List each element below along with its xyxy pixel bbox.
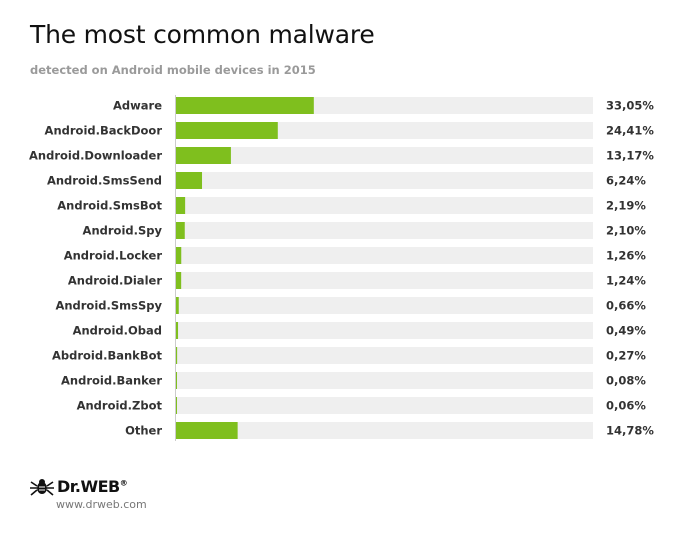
category-label: Android.Banker: [61, 374, 162, 388]
bar: [176, 97, 314, 114]
bar: [176, 422, 238, 439]
value-label: 33,05%: [606, 99, 654, 113]
value-label: 0,27%: [606, 349, 646, 363]
category-label: Abdroid.BankBot: [52, 349, 163, 363]
bar: [176, 372, 177, 389]
value-label: 0,49%: [606, 324, 646, 338]
bar: [176, 272, 182, 289]
bar: [176, 247, 182, 264]
value-label: 2,10%: [606, 224, 646, 238]
bar: [176, 172, 203, 189]
bar: [176, 122, 278, 139]
chart-title: The most common malware: [30, 20, 375, 49]
bar-track: [176, 247, 593, 264]
bar-track: [176, 297, 593, 314]
category-label: Android.Spy: [83, 224, 163, 238]
bar: [176, 222, 185, 239]
website-url[interactable]: www.drweb.com: [56, 498, 147, 511]
category-label: Android.Obad: [73, 324, 162, 338]
bar: [176, 397, 177, 414]
bar-track: [176, 372, 593, 389]
value-label: 1,26%: [606, 249, 646, 263]
bar-track: [176, 322, 593, 339]
bar-track: [176, 122, 593, 139]
value-label: 14,78%: [606, 424, 654, 438]
bar-track: [176, 172, 593, 189]
bar-track: [176, 197, 593, 214]
bar-track: [176, 397, 593, 414]
category-label: Android.SmsSpy: [55, 299, 162, 313]
bar-track: [176, 147, 593, 164]
bar: [176, 297, 179, 314]
category-label: Android.Zbot: [77, 399, 163, 413]
value-label: 2,19%: [606, 199, 646, 213]
category-label: Android.BackDoor: [45, 124, 163, 138]
value-label: 0,06%: [606, 399, 646, 413]
spider-icon: [30, 478, 54, 496]
bar: [176, 322, 179, 339]
bar-track: [176, 222, 593, 239]
bar-track: [176, 422, 593, 439]
category-label: Other: [125, 424, 162, 438]
bar: [176, 147, 231, 164]
value-label: 13,17%: [606, 149, 654, 163]
value-label: 24,41%: [606, 124, 654, 138]
value-label: 6,24%: [606, 174, 646, 188]
category-label: Android.Locker: [64, 249, 163, 263]
bar-track: [176, 347, 593, 364]
logo-wordmark: Dr.WEB®: [57, 477, 128, 496]
chart-subtitle: detected on Android mobile devices in 20…: [30, 63, 316, 77]
category-label: Android.Downloader: [29, 149, 162, 163]
bar: [176, 347, 178, 364]
bar: [176, 197, 186, 214]
bar-track: [176, 272, 593, 289]
value-label: 0,66%: [606, 299, 646, 313]
category-label: Android.SmsSend: [47, 174, 162, 188]
category-label: Adware: [113, 99, 162, 113]
bar-chart: Adware 33,05% Android.BackDoor 24,41% Androi…: [29, 95, 654, 441]
category-label: Android.SmsBot: [57, 199, 162, 213]
value-label: 0,08%: [606, 374, 646, 388]
value-label: 1,24%: [606, 274, 646, 288]
category-label: Android.Dialer: [68, 274, 162, 288]
drweb-logo: Dr.WEB®: [30, 477, 128, 496]
